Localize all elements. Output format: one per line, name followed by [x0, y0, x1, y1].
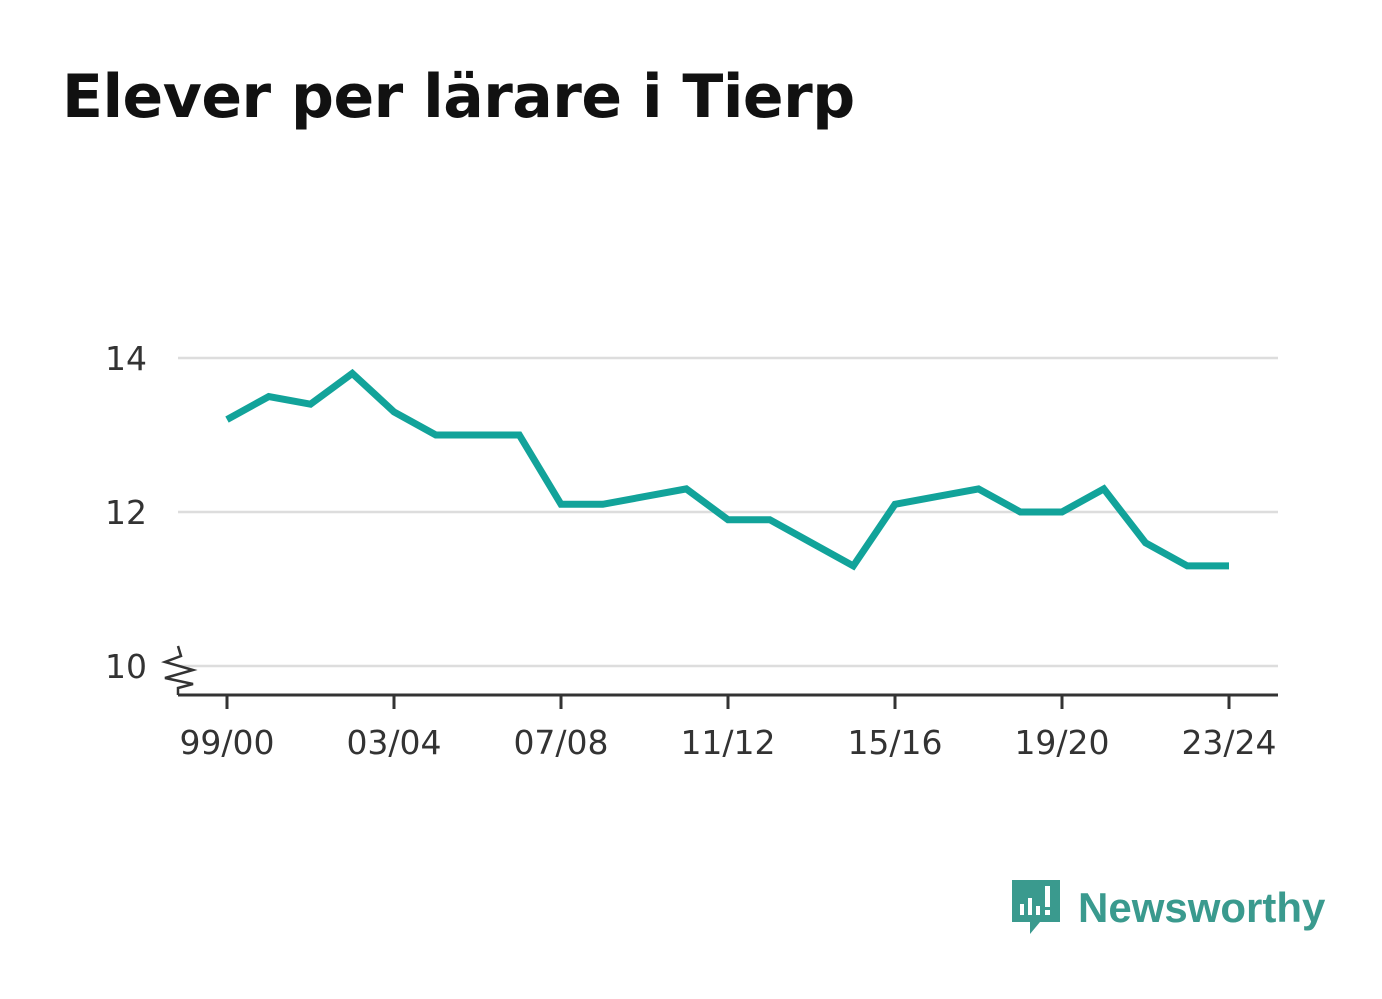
- data-point: [268, 396, 269, 397]
- series-layer: [225, 368, 1230, 571]
- newsworthy-logo-icon: [1012, 880, 1060, 934]
- gridlines: [178, 356, 1278, 668]
- data-point: [936, 496, 937, 497]
- y-tick-label: 14: [105, 339, 147, 378]
- data-point: [1103, 488, 1104, 489]
- data-point: [519, 435, 520, 436]
- y-tick-label: 10: [105, 647, 147, 686]
- x-tick-label: 03/04: [346, 723, 441, 762]
- data-point: [602, 504, 603, 505]
- data-point: [1187, 565, 1188, 566]
- x-axis: 99/00 03/04 07/08 11/12 15/16 19/20 23/24: [161, 645, 1278, 762]
- x-tick-label: 23/24: [1181, 723, 1276, 762]
- data-point: [1145, 542, 1146, 543]
- data-point: [686, 488, 687, 489]
- data-point: [227, 419, 228, 420]
- data-point: [978, 488, 979, 489]
- data-point: [310, 404, 311, 405]
- brand-logo: Newsworthy: [1010, 876, 1325, 940]
- x-tick-label: 99/00: [179, 723, 274, 762]
- data-point: [1020, 512, 1021, 513]
- data-point: [394, 411, 395, 412]
- data-point: [435, 435, 436, 436]
- data-point: [644, 496, 645, 497]
- axis-break-icon: [161, 645, 198, 695]
- y-tick-label: 12: [105, 493, 147, 532]
- data-point: [561, 504, 562, 505]
- x-tick-label: 15/16: [847, 723, 942, 762]
- data-point: [853, 565, 854, 566]
- y-axis-labels: 10 12 14: [105, 339, 147, 686]
- data-point: [352, 373, 353, 374]
- x-tick-label: 19/20: [1014, 723, 1109, 762]
- data-point: [895, 504, 896, 505]
- data-point: [1229, 565, 1230, 566]
- series-line: [225, 368, 1229, 571]
- data-point: [769, 519, 770, 520]
- data-point: [728, 519, 729, 520]
- data-point: [477, 435, 478, 436]
- x-tick-label: 11/12: [680, 723, 775, 762]
- data-point: [811, 542, 812, 543]
- chart-title: Elever per lärare i Tierp: [62, 62, 855, 132]
- brand-name: Newsworthy: [1078, 884, 1326, 931]
- x-tick-label: 07/08: [513, 723, 608, 762]
- data-point: [1062, 512, 1063, 513]
